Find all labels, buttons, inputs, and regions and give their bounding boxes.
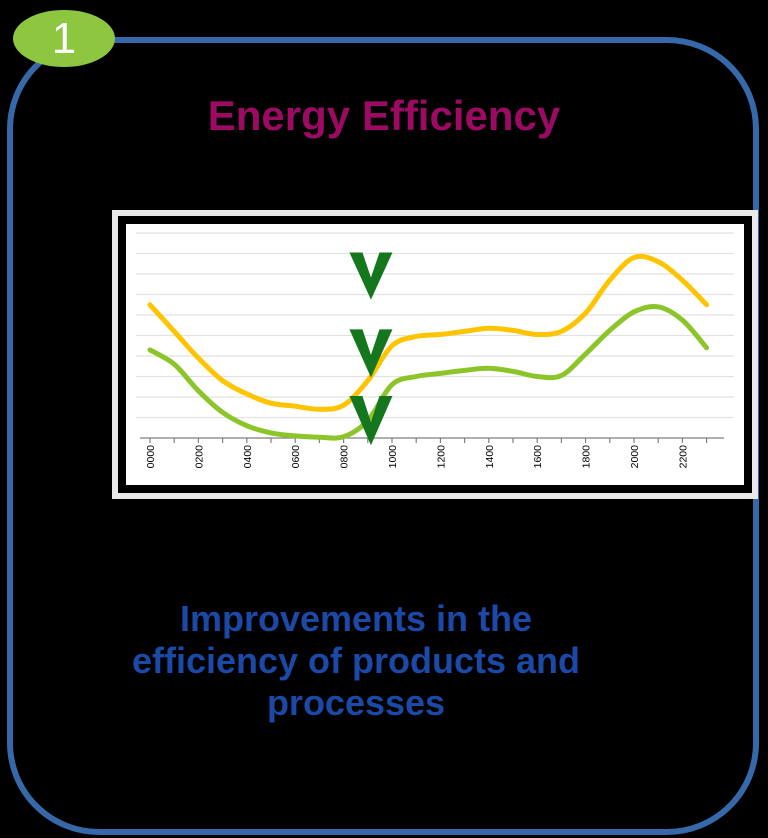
svg-text:0200: 0200 bbox=[193, 445, 205, 469]
svg-text:2200: 2200 bbox=[677, 445, 689, 469]
svg-text:1800: 1800 bbox=[581, 445, 593, 469]
chart-panel: 0000 0200 0400 0600 0800 1000 1200 1400 1600 1800… bbox=[118, 216, 752, 493]
svg-text:1200: 1200 bbox=[435, 445, 447, 469]
svg-text:0000: 0000 bbox=[145, 445, 157, 469]
step-badge: 1 bbox=[13, 10, 115, 67]
caption-line-2: efficiency of products and bbox=[131, 640, 581, 681]
svg-text:2000: 2000 bbox=[629, 445, 641, 469]
caption: Improvements in the efficiency of produc… bbox=[76, 598, 636, 724]
caption-line-3: processes bbox=[266, 682, 446, 723]
chart-frame: 0000 0200 0400 0600 0800 1000 1200 1400 1600 1800… bbox=[112, 210, 758, 499]
svg-text:0800: 0800 bbox=[339, 445, 351, 469]
svg-text:0400: 0400 bbox=[242, 445, 254, 469]
svg-text:1600: 1600 bbox=[532, 445, 544, 469]
svg-text:0600: 0600 bbox=[290, 445, 302, 469]
page-title: Energy Efficiency bbox=[207, 92, 561, 139]
svg-text:1000: 1000 bbox=[387, 445, 399, 469]
badge-number: 1 bbox=[51, 13, 77, 63]
svg-text:1400: 1400 bbox=[484, 445, 496, 469]
caption-line-1: Improvements in the bbox=[179, 598, 533, 639]
load-curve-chart: 0000 0200 0400 0600 0800 1000 1200 1400 1600 1800… bbox=[136, 232, 734, 469]
